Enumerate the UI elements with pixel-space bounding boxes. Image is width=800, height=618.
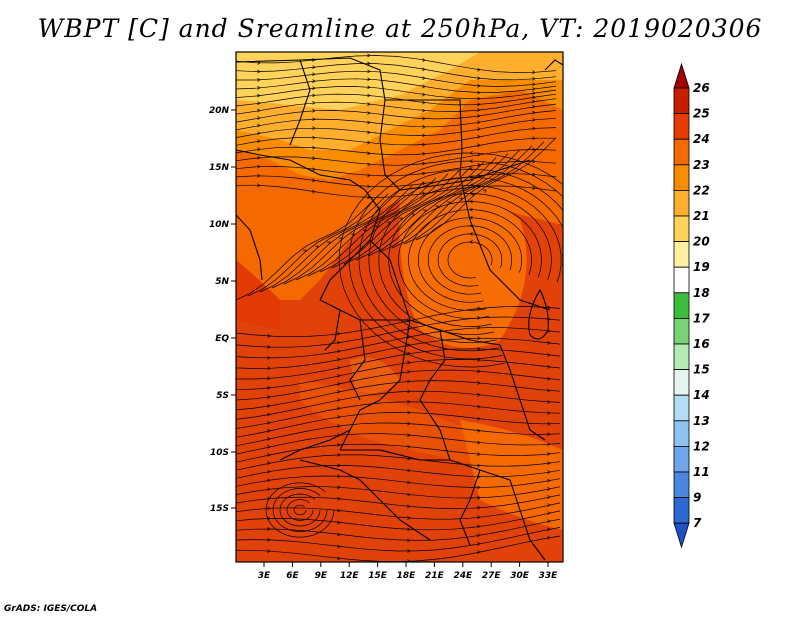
colorbar-swatch xyxy=(673,420,690,447)
lat-tick-label: 15N xyxy=(209,163,230,173)
latitude-axis: 20N 15N 10N 5N EQ 5S 10S 15S xyxy=(209,106,236,514)
colorbar-swatch xyxy=(673,497,690,524)
colorbar-swatch xyxy=(673,369,690,396)
longitude-axis: 3E 6E 9E 12E 15E 18E 21E 24E 27E 30E 33E xyxy=(258,562,558,581)
colorbar-label: 16 xyxy=(693,337,710,351)
colorbar-swatch xyxy=(673,113,690,140)
colorbar-swatch xyxy=(673,189,690,217)
lon-tick-label: 6E xyxy=(286,571,299,581)
colorbar-label: 24 xyxy=(693,132,710,146)
colorbar-label: 26 xyxy=(693,81,710,95)
lat-tick-label: 5N xyxy=(215,277,229,287)
map-title: WBPT [C] and Sreamline at 250hPa, VT: 20… xyxy=(37,14,763,43)
colorbar-swatch xyxy=(673,343,690,371)
lon-tick-label: 27E xyxy=(482,571,502,581)
colorbar-label: 18 xyxy=(693,286,710,300)
map-frame xyxy=(235,51,564,563)
colorbar-label: 14 xyxy=(693,388,710,402)
lon-tick-label: 18E xyxy=(397,571,417,581)
colorbar-swatch xyxy=(673,394,690,422)
colorbar-label: 13 xyxy=(693,414,710,428)
colorbar-label: 23 xyxy=(693,158,710,172)
colorbar-label: 19 xyxy=(693,260,710,274)
colorbar-label: 25 xyxy=(693,107,710,121)
colorbar-swatch xyxy=(673,317,690,345)
colorbar-swatch xyxy=(673,164,690,191)
lon-tick-label: 30E xyxy=(510,571,530,581)
lat-tick-label: 10N xyxy=(209,220,230,230)
colorbar-label: 22 xyxy=(693,183,710,197)
colorbar-swatch xyxy=(673,445,690,473)
lat-tick-label: 5S xyxy=(216,391,229,401)
colorbar-label: 20 xyxy=(693,235,710,249)
colorbar-swatch xyxy=(673,471,690,499)
lon-tick-label: 15E xyxy=(368,571,388,581)
lon-tick-label: 33E xyxy=(539,571,559,581)
lon-tick-label: 24E xyxy=(453,571,473,581)
lon-tick-label: 9E xyxy=(315,571,328,581)
colorbar: 26 25 24 23 22 21 20 19 18 17 16 15 14 13 12 11 9 7 xyxy=(673,62,710,549)
lat-tick-label: EQ xyxy=(215,334,229,344)
colorbar-swatch xyxy=(673,266,690,294)
lat-tick-label: 10S xyxy=(210,448,229,458)
country-borders xyxy=(236,57,563,561)
colorbar-swatch xyxy=(673,292,690,319)
colorbar-swatch xyxy=(673,138,690,166)
colorbar-label: 9 xyxy=(693,491,701,505)
colorbar-bottom-arrow xyxy=(673,522,690,549)
lon-tick-label: 3E xyxy=(258,571,271,581)
lon-tick-label: 21E xyxy=(425,571,445,581)
lat-tick-label: 15S xyxy=(210,504,229,514)
colorbar-swatch xyxy=(673,241,690,268)
colorbar-label: 17 xyxy=(693,311,710,325)
colorbar-swatch xyxy=(673,215,690,243)
grads-credit: GrADS: IGES/COLA xyxy=(4,604,98,614)
colorbar-label: 12 xyxy=(693,439,710,453)
colorbar-label: 11 xyxy=(693,465,710,479)
colorbar-label: 15 xyxy=(693,363,710,377)
lon-tick-label: 12E xyxy=(340,571,360,581)
colorbar-label: 21 xyxy=(693,209,710,223)
colorbar-label: 7 xyxy=(693,516,702,530)
colorbar-top-arrow xyxy=(673,62,690,89)
colorbar-swatch xyxy=(673,87,690,115)
lat-tick-label: 20N xyxy=(209,106,230,116)
streamlines xyxy=(236,53,563,562)
